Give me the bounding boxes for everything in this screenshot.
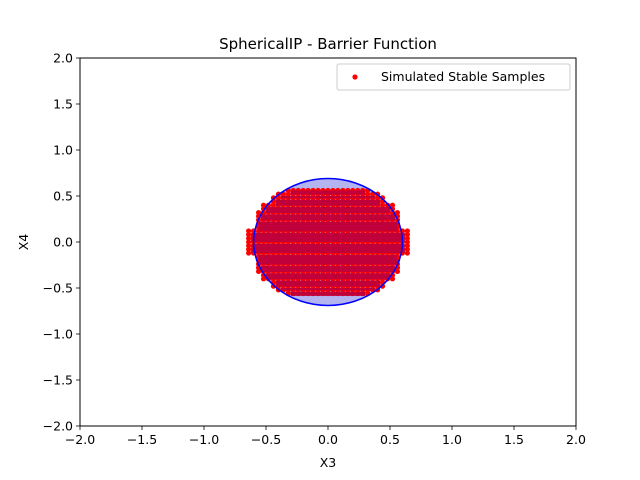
sample-density — [280, 196, 376, 199]
y-tick-label: 0.5 — [53, 189, 73, 204]
y-tick-label: 2.0 — [53, 51, 73, 66]
sample-density — [261, 265, 395, 272]
y-tick-label: −1.5 — [43, 373, 73, 388]
sample-point — [285, 191, 291, 197]
sample-point — [379, 202, 386, 208]
legend-marker — [352, 74, 358, 80]
y-tick-label: −0.5 — [43, 281, 73, 296]
sample-point — [265, 202, 272, 208]
sample-density — [261, 214, 395, 221]
y-tick-label: −1.0 — [43, 327, 73, 342]
y-tick-label: 1.5 — [53, 97, 73, 112]
x-tick-label: −0.5 — [251, 432, 281, 447]
sample-point — [394, 268, 401, 275]
sample-point — [404, 250, 410, 256]
y-axis-title: X4 — [16, 234, 31, 251]
sample-density — [258, 254, 398, 265]
sample-point — [404, 246, 410, 252]
sample-density — [251, 232, 405, 242]
sample-point — [384, 202, 391, 208]
sample-density — [275, 199, 381, 206]
plot-area — [79, 57, 577, 427]
x-axis: −2.0 −1.5 −1.0 −0.5 0.0 0.5 1.0 1.5 2.0 — [65, 426, 586, 447]
x-tick-label: 1.0 — [442, 432, 462, 447]
x-tick-label: 0.0 — [318, 432, 338, 447]
legend: Simulated Stable Samples — [336, 63, 571, 91]
y-tick-label: 1.0 — [53, 143, 73, 158]
sample-point — [246, 246, 252, 252]
y-axis: −2.0 −1.5 −1.0 −0.5 0.0 0.5 1.0 1.5 2.0 — [43, 51, 80, 434]
sample-point — [365, 191, 371, 197]
sample-point — [394, 209, 401, 216]
sample-point — [404, 235, 410, 241]
x-tick-label: −1.0 — [189, 432, 219, 447]
x-tick-label: −1.5 — [127, 432, 157, 447]
sample-density — [251, 243, 405, 254]
sample-point — [246, 228, 252, 234]
sample-point — [246, 250, 252, 256]
sample-point — [270, 202, 277, 208]
x-tick-label: 2.0 — [566, 432, 586, 447]
sample-point — [246, 232, 252, 238]
sample-density — [258, 221, 398, 232]
sample-point — [404, 232, 410, 238]
legend-label: Simulated Stable Samples — [381, 69, 545, 84]
sample-point — [246, 243, 252, 249]
sample-point — [246, 235, 252, 241]
y-tick-label: −2.0 — [43, 419, 73, 434]
legend-box — [336, 63, 571, 91]
x-tick-label: −2.0 — [65, 432, 95, 447]
sample-point — [260, 276, 267, 282]
x-axis-title: X3 — [320, 455, 337, 470]
sample-point — [246, 239, 252, 245]
sample-density — [290, 190, 366, 195]
sample-density — [290, 291, 366, 296]
x-tick-label: 1.5 — [504, 432, 524, 447]
y-tick-label: 0.0 — [53, 235, 73, 250]
sample-point — [260, 202, 267, 208]
sample-point — [255, 209, 262, 216]
barrier-boundary — [252, 177, 404, 307]
chart-title: SphericalIP - Barrier Function — [219, 35, 437, 53]
sample-point — [389, 202, 396, 208]
sample-density — [266, 207, 390, 214]
sample-point — [404, 228, 410, 234]
x-tick-label: 0.5 — [380, 432, 400, 447]
sample-density — [280, 288, 376, 291]
sample-density — [266, 273, 390, 280]
sample-density — [275, 280, 381, 287]
stable-samples — [246, 187, 410, 297]
sample-point — [404, 243, 410, 249]
sample-point — [255, 268, 262, 275]
sample-point — [389, 276, 396, 282]
sample-point — [404, 239, 410, 245]
